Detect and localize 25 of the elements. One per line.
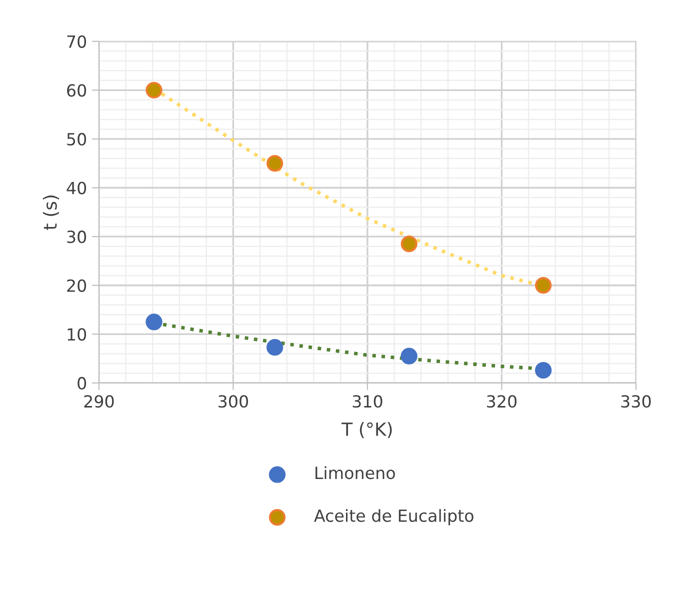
y-tick-label: 50	[67, 132, 86, 146]
y-tick-label: 40	[66, 182, 86, 194]
y-tick-label: 60	[67, 84, 86, 97]
point	[146, 82, 162, 98]
point	[400, 348, 418, 364]
y-tick-label: 0	[78, 376, 86, 390]
y-tick-label: 20	[67, 279, 86, 292]
legend-label: Aceite de Eucalipto	[314, 509, 474, 526]
y-tick-label: 70	[67, 35, 86, 48]
legend-label: Limoneno	[316, 466, 395, 480]
point	[534, 362, 552, 379]
point	[146, 314, 162, 330]
point	[400, 236, 418, 252]
x-axis-title: T (°K)	[342, 422, 392, 438]
y-tick-label: 30	[67, 230, 86, 244]
y-axis-title: t (s)	[42, 196, 60, 230]
x-tick-label: 320	[487, 395, 516, 408]
x-tick-label: 330	[621, 395, 651, 408]
point	[266, 339, 284, 356]
x-tick-label: 310	[352, 395, 382, 408]
point	[266, 155, 284, 172]
x-tick-label: 300	[218, 395, 248, 408]
x-tick-label: 290	[84, 395, 114, 408]
y-tick-label: 10	[68, 328, 86, 341]
point	[534, 277, 552, 294]
